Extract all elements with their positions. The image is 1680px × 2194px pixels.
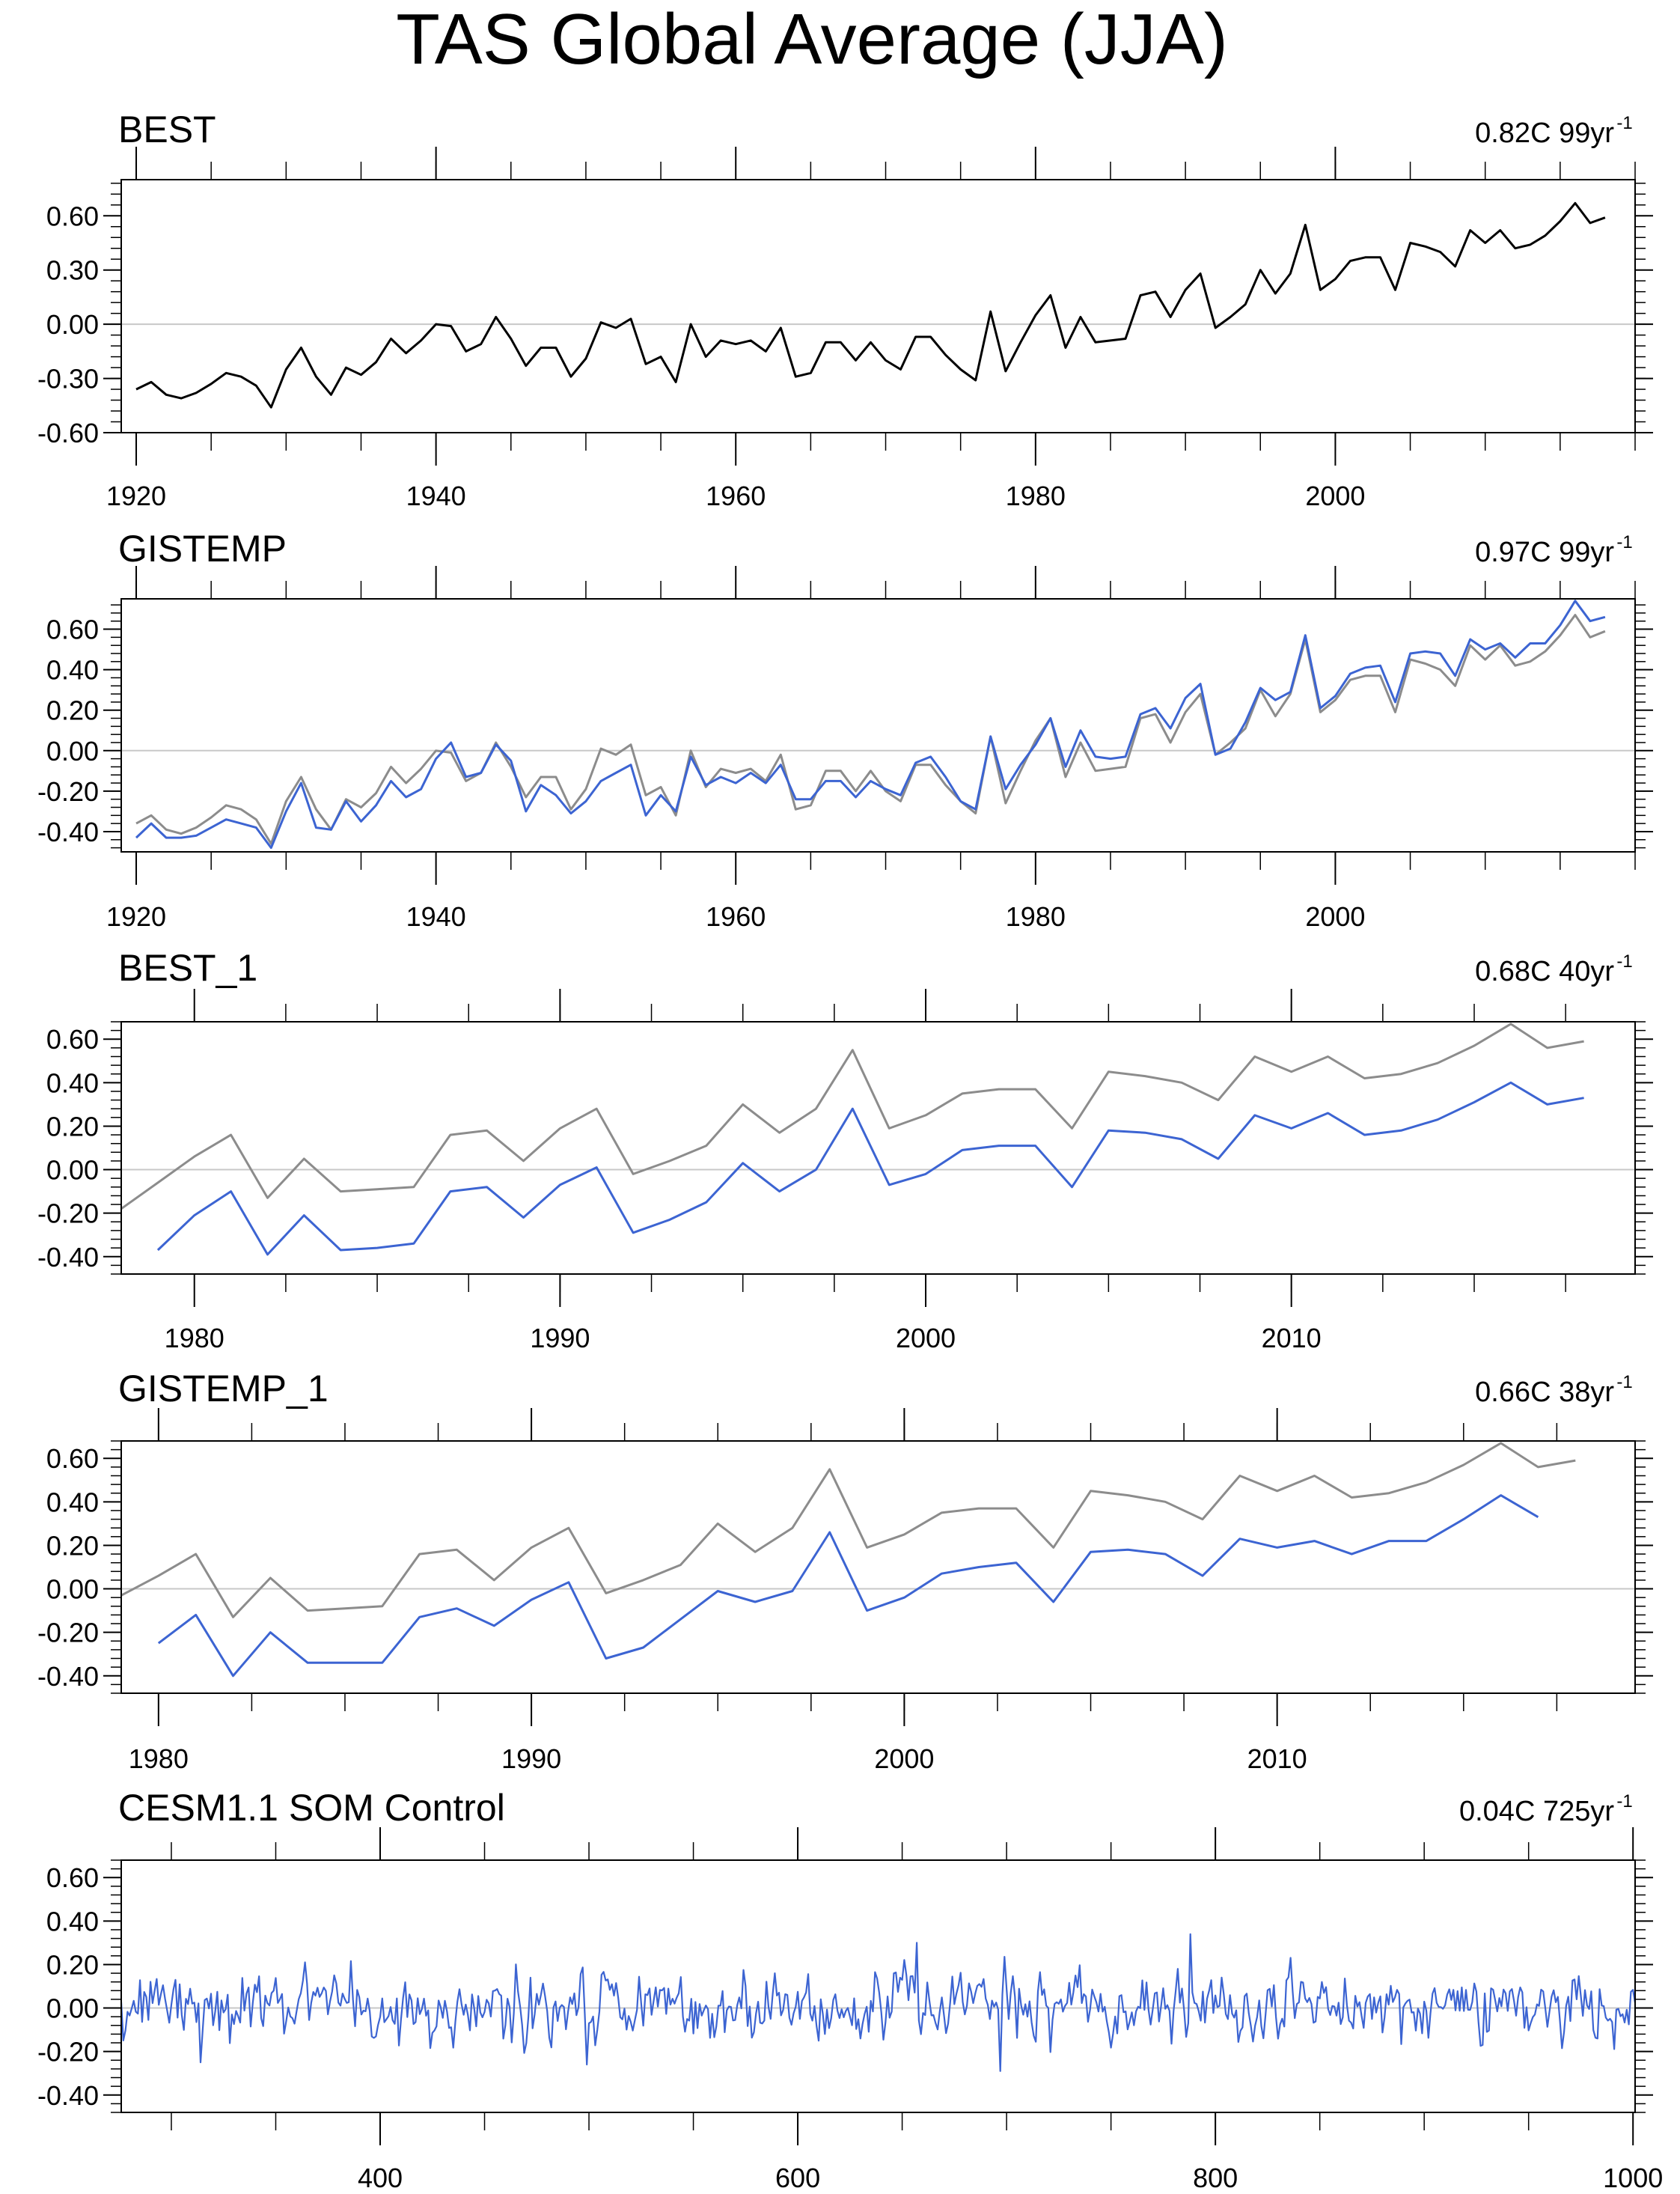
y-tick-label: 0.40 (46, 1906, 99, 1936)
x-tick-label: 1960 (706, 901, 766, 932)
chart-panel-3: BEST_1 0.68C 40yr -1 -0.40 -0.20 0.00 0.20 0.40… (37, 947, 1653, 1353)
series-line-gray (121, 1442, 1576, 1618)
x-tick-label: 2010 (1262, 1323, 1322, 1353)
page-title: TAS Global Average (JJA) (396, 0, 1228, 79)
y-tick-label: 0.20 (46, 695, 99, 726)
series-line-blue (121, 1933, 1635, 2072)
y-tick-label: 0.40 (46, 655, 99, 686)
chart-panel-5: CESM1.1 SOM Control 0.04C 725yr -1 -0.40 -0.… (37, 1787, 1663, 2193)
y-tick-label: -0.40 (37, 2080, 99, 2111)
x-tick-label: 1920 (106, 901, 166, 932)
y-tick-label: 0.00 (46, 1574, 99, 1605)
series-line-blue (157, 1494, 1539, 1678)
chart-panel-2: GISTEMP 0.97C 99yr -1 -0.40 -0.20 0.00 0.20 0.4… (37, 528, 1653, 932)
y-tick-label: -0.20 (37, 1618, 99, 1648)
y-tick-label: 0.00 (46, 309, 99, 340)
trend-exponent: -1 (1616, 532, 1632, 552)
y-tick-label: -0.40 (37, 1661, 99, 1692)
plot-frame (120, 1021, 1636, 1275)
plot-frame (120, 1859, 1636, 2113)
y-tick-label: 0.20 (46, 1111, 99, 1142)
y-tick-label: -0.60 (37, 418, 99, 448)
x-tick-label: 1920 (106, 481, 166, 511)
y-tick-label: -0.20 (37, 776, 99, 807)
y-tick-label: -0.40 (37, 817, 99, 847)
series-line-black (135, 201, 1606, 409)
panel-title: BEST (118, 109, 216, 150)
y-tick-label: 0.40 (46, 1487, 99, 1517)
x-tick-label: 1940 (406, 481, 466, 511)
chart-panel-1: BEST 0.82C 99yr -1 -0.60 -0.30 0.00 0.30 0.60 19… (37, 109, 1653, 511)
x-tick-label: 2000 (874, 1743, 934, 1774)
trend-exponent: -1 (1616, 951, 1632, 972)
y-tick-label: 0.00 (46, 1155, 99, 1186)
y-tick-label: 0.60 (46, 1024, 99, 1055)
x-tick-label: 2010 (1247, 1743, 1307, 1774)
y-tick-label: 0.60 (46, 201, 99, 231)
x-tick-label: 1980 (1006, 481, 1066, 511)
panel-title: GISTEMP_1 (118, 1368, 329, 1410)
trend-exponent: -1 (1616, 1791, 1632, 1811)
x-tick-label: 1960 (706, 481, 766, 511)
trend-annotation: 0.04C 725yr (1459, 1796, 1614, 1827)
y-tick-label: 0.20 (46, 1949, 99, 1980)
trend-annotation: 0.97C 99yr (1475, 537, 1614, 568)
y-tick-label: 0.00 (46, 736, 99, 767)
panel-title: CESM1.1 SOM Control (118, 1787, 505, 1829)
y-tick-label: 0.00 (46, 1993, 99, 2024)
x-tick-label: 2000 (896, 1323, 956, 1353)
x-tick-label: 1980 (165, 1323, 224, 1353)
plot-frame (120, 598, 1636, 853)
y-tick-label: -0.30 (37, 364, 99, 394)
y-tick-label: 0.20 (46, 1530, 99, 1561)
y-tick-label: 0.30 (46, 255, 99, 286)
trend-annotation: 0.66C 38yr (1475, 1377, 1614, 1408)
x-tick-label: 2000 (1305, 901, 1365, 932)
x-tick-label: 1940 (406, 901, 466, 932)
x-tick-label: 800 (1193, 2163, 1238, 2193)
y-tick-label: 0.60 (46, 1443, 99, 1474)
series-line-gray (135, 614, 1606, 845)
x-tick-label: 2000 (1305, 481, 1365, 511)
trend-annotation: 0.68C 40yr (1475, 956, 1614, 987)
x-tick-label: 400 (358, 2163, 403, 2193)
y-tick-label: 0.60 (46, 1862, 99, 1893)
chart-panel-4: GISTEMP_1 0.66C 38yr -1 -0.40 -0.20 0.00 0.20 0… (37, 1368, 1653, 1774)
trend-exponent: -1 (1616, 1372, 1632, 1392)
y-tick-label: -0.20 (37, 2037, 99, 2067)
series-line-gray (121, 1023, 1584, 1210)
x-tick-label: 600 (775, 2163, 820, 2193)
x-tick-label: 1990 (530, 1323, 590, 1353)
series-line-blue (135, 600, 1606, 850)
trend-annotation: 0.82C 99yr (1475, 118, 1614, 149)
x-tick-label: 1990 (501, 1743, 561, 1774)
plot-frame (120, 1440, 1636, 1694)
trend-exponent: -1 (1616, 113, 1632, 133)
y-tick-label: -0.20 (37, 1198, 99, 1229)
plot-frame (120, 179, 1636, 433)
x-tick-label: 1980 (1006, 901, 1066, 932)
y-tick-label: -0.40 (37, 1242, 99, 1273)
panel-title: GISTEMP (118, 528, 287, 570)
y-tick-label: 0.60 (46, 615, 99, 645)
x-tick-label: 1980 (129, 1743, 189, 1774)
x-tick-label: 1000 (1603, 2163, 1663, 2193)
panel-title: BEST_1 (118, 947, 257, 989)
y-tick-label: 0.40 (46, 1067, 99, 1098)
series-line-blue (156, 1081, 1584, 1256)
